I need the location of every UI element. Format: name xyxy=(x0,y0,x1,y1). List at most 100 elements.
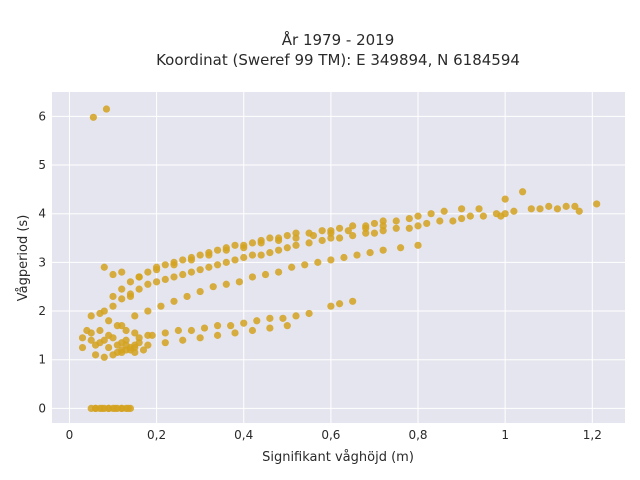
data-point xyxy=(144,268,152,276)
data-point xyxy=(122,341,130,349)
data-point xyxy=(497,212,505,220)
data-point xyxy=(414,241,422,249)
x-tick-label: 1 xyxy=(501,428,509,442)
data-point xyxy=(353,251,361,259)
data-point xyxy=(98,404,106,412)
data-point xyxy=(126,278,135,286)
x-tick-label: 0,6 xyxy=(321,428,340,442)
data-point xyxy=(124,404,132,412)
data-point xyxy=(96,326,104,335)
data-point xyxy=(274,268,283,276)
y-tick-label: 3 xyxy=(38,255,46,269)
data-point xyxy=(457,205,466,213)
data-point xyxy=(309,231,318,240)
data-point xyxy=(135,285,143,293)
x-tick-label: 0,2 xyxy=(147,428,166,442)
data-point xyxy=(292,312,300,320)
data-point xyxy=(118,322,126,330)
data-point xyxy=(349,222,357,230)
data-points xyxy=(78,105,601,412)
data-point xyxy=(305,309,313,318)
data-point xyxy=(222,258,230,266)
data-point xyxy=(102,105,111,113)
data-point xyxy=(109,270,117,279)
data-point xyxy=(157,302,165,310)
x-axis-label: Signifikant våghöjd (m) xyxy=(262,450,414,465)
data-point xyxy=(170,297,178,305)
data-point xyxy=(479,212,487,220)
data-point xyxy=(593,200,601,208)
data-point xyxy=(527,205,535,213)
data-point xyxy=(423,219,431,228)
data-point xyxy=(414,212,422,220)
data-point xyxy=(510,207,518,215)
data-point xyxy=(519,188,527,196)
data-point xyxy=(240,319,248,327)
data-point xyxy=(327,256,335,264)
data-point xyxy=(335,300,344,308)
data-point xyxy=(205,263,213,271)
x-tick-label: 1,2 xyxy=(583,428,602,442)
data-point xyxy=(266,249,274,257)
data-point xyxy=(187,256,196,264)
data-point xyxy=(248,251,257,259)
x-tick-label: 0 xyxy=(66,428,74,442)
data-point xyxy=(105,343,113,352)
data-point xyxy=(139,346,148,354)
data-point xyxy=(135,273,143,281)
data-point xyxy=(222,246,230,254)
data-point xyxy=(144,307,152,315)
data-point xyxy=(196,266,204,274)
data-point xyxy=(109,302,117,310)
data-point xyxy=(366,249,374,257)
data-point xyxy=(91,351,100,359)
data-point xyxy=(283,244,291,252)
data-point xyxy=(248,273,257,281)
y-axis-ticks: 0 1 2 3 4 5 6 xyxy=(38,109,46,415)
x-tick-label: 0,4 xyxy=(234,428,253,442)
data-point xyxy=(440,207,448,215)
data-point xyxy=(318,236,326,245)
data-point xyxy=(475,205,483,213)
data-point xyxy=(327,229,335,237)
x-tick-label: 0,8 xyxy=(408,428,427,442)
chart-title-line-1: År 1979 - 2019 xyxy=(282,30,395,49)
data-point xyxy=(231,241,239,249)
data-point xyxy=(100,353,108,361)
data-point xyxy=(135,334,143,342)
data-point xyxy=(161,261,169,269)
data-point xyxy=(213,331,222,339)
data-point xyxy=(113,341,121,349)
data-point xyxy=(83,326,91,335)
data-point xyxy=(405,224,413,232)
data-point xyxy=(161,329,169,337)
data-point xyxy=(118,295,126,303)
data-point xyxy=(466,212,474,220)
y-tick-label: 5 xyxy=(38,158,46,172)
data-point xyxy=(553,205,562,213)
data-point xyxy=(349,231,357,240)
data-point xyxy=(335,234,344,242)
y-tick-label: 1 xyxy=(38,353,46,367)
data-point xyxy=(536,205,544,213)
data-point xyxy=(335,224,344,232)
data-point xyxy=(427,210,435,218)
data-point xyxy=(362,224,370,232)
data-point xyxy=(248,326,257,335)
data-point xyxy=(261,270,270,279)
data-point xyxy=(266,234,274,242)
data-point xyxy=(414,222,422,230)
plot-area xyxy=(52,92,625,423)
data-point xyxy=(187,326,196,335)
data-point xyxy=(179,270,187,279)
data-point xyxy=(562,202,570,210)
data-point xyxy=(100,307,108,315)
data-point xyxy=(105,331,113,339)
data-point xyxy=(379,246,387,254)
data-point xyxy=(91,341,100,349)
data-point xyxy=(87,312,95,320)
data-point xyxy=(571,202,579,210)
data-point xyxy=(344,227,352,235)
y-tick-label: 6 xyxy=(38,109,46,123)
